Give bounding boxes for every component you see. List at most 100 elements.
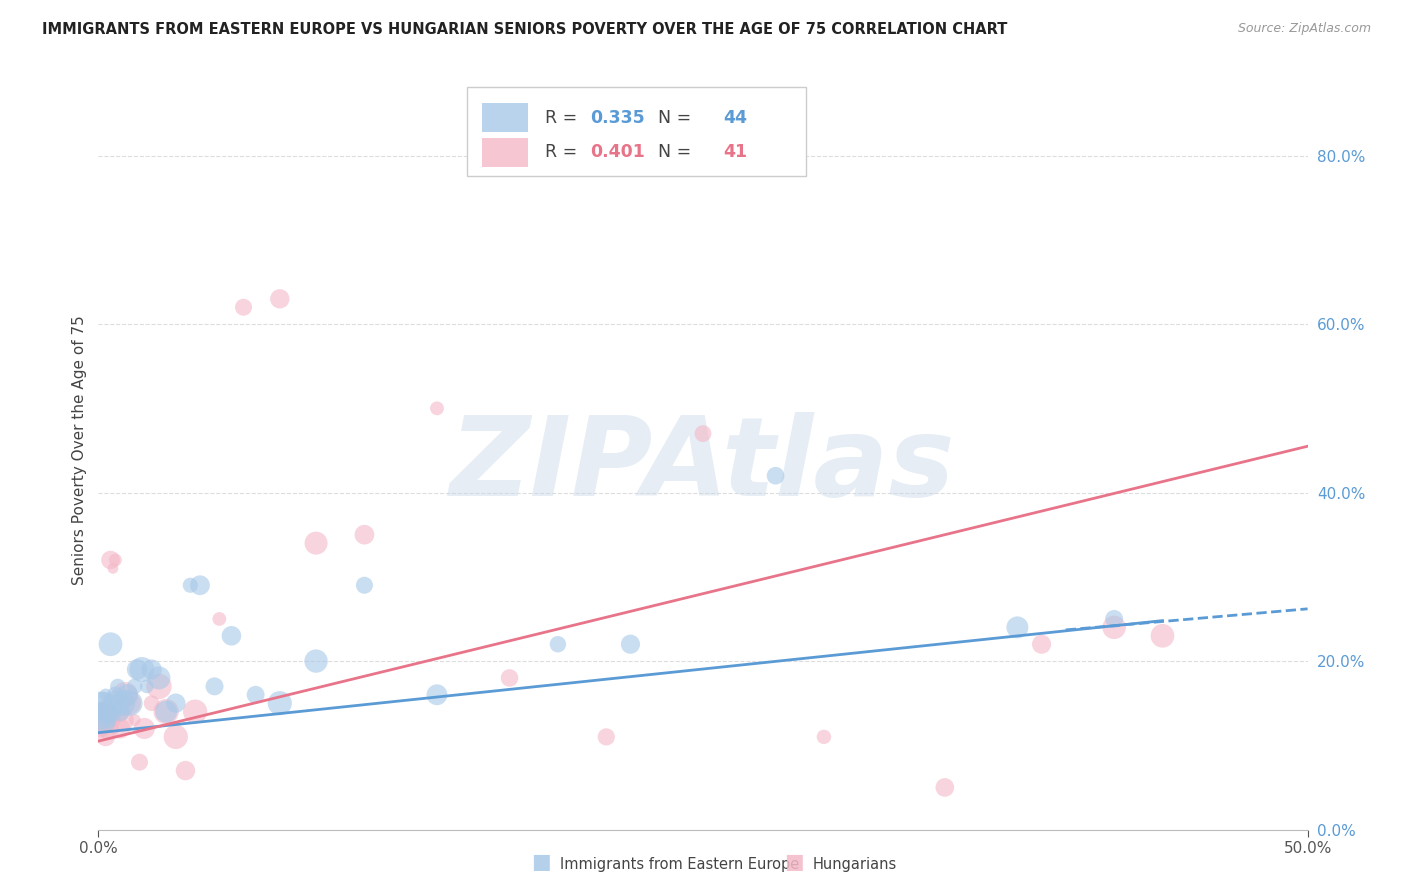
Point [100, 705, 122, 719]
Text: Source: ZipAtlas.com: Source: ZipAtlas.com [1237, 22, 1371, 36]
Text: 44: 44 [724, 109, 748, 127]
Point [498, 671, 520, 685]
Point [1031, 637, 1053, 651]
Point [165, 696, 187, 710]
Point [141, 663, 163, 677]
Point [188, 578, 211, 592]
Point [1102, 620, 1125, 634]
Point [90, 713, 112, 727]
Point [124, 713, 146, 727]
FancyBboxPatch shape [467, 87, 806, 176]
Point [101, 561, 124, 575]
Point [135, 679, 157, 693]
Point [101, 696, 124, 710]
Point [104, 553, 127, 567]
Point [90, 705, 112, 719]
Point [127, 663, 149, 677]
Point [101, 705, 124, 719]
Point [94, 705, 117, 719]
Point [118, 696, 141, 710]
Point [813, 730, 835, 744]
Point [90, 713, 112, 727]
Point [208, 612, 231, 626]
Point [97, 705, 120, 719]
Point [1007, 620, 1029, 634]
Point [111, 713, 134, 727]
Point [1152, 629, 1174, 643]
Point [148, 679, 170, 693]
Point [107, 705, 129, 719]
Point [155, 705, 177, 719]
Point [934, 780, 956, 795]
Point [692, 426, 714, 441]
Point [90, 722, 112, 736]
Text: Immigrants from Eastern Europe: Immigrants from Eastern Europe [560, 857, 799, 872]
Point [174, 764, 197, 778]
Point [100, 553, 122, 567]
Point [353, 527, 375, 541]
Y-axis label: Seniors Poverty Over the Age of 75: Seniors Poverty Over the Age of 75 [72, 316, 87, 585]
Point [97, 713, 120, 727]
Text: 41: 41 [724, 144, 748, 161]
Point [134, 722, 156, 736]
Point [114, 688, 136, 702]
Point [91, 722, 114, 736]
Point [245, 688, 267, 702]
Point [269, 292, 291, 306]
FancyBboxPatch shape [482, 103, 527, 132]
Point [104, 696, 127, 710]
Text: 0.401: 0.401 [591, 144, 645, 161]
Point [547, 637, 569, 651]
Point [94, 730, 117, 744]
Text: ■: ■ [531, 853, 551, 872]
Text: 0.335: 0.335 [591, 109, 645, 127]
Point [165, 730, 187, 744]
Text: ZIPAtlas: ZIPAtlas [450, 412, 956, 519]
Point [90, 705, 112, 719]
Point [91, 713, 114, 727]
Point [426, 688, 449, 702]
Point [94, 705, 117, 719]
Point [148, 671, 170, 685]
Text: R =: R = [544, 109, 582, 127]
Point [305, 536, 328, 550]
Point [765, 468, 787, 483]
Point [128, 755, 150, 769]
Point [117, 688, 139, 702]
Point [131, 663, 153, 677]
Point [1102, 612, 1125, 626]
Point [269, 696, 291, 710]
Point [94, 688, 117, 702]
Point [124, 679, 146, 693]
Point [221, 629, 243, 643]
Point [353, 578, 375, 592]
Text: N =: N = [647, 109, 697, 127]
Text: R =: R = [544, 144, 582, 161]
Text: N =: N = [647, 144, 697, 161]
Point [97, 713, 120, 727]
Point [179, 578, 201, 592]
Point [100, 713, 122, 727]
Point [305, 654, 328, 668]
Point [108, 705, 131, 719]
Point [184, 705, 207, 719]
Point [107, 679, 129, 693]
Point [100, 637, 122, 651]
Text: ■: ■ [785, 853, 804, 872]
Point [104, 688, 127, 702]
Point [232, 300, 254, 314]
Point [91, 696, 114, 710]
Text: Hungarians: Hungarians [813, 857, 897, 872]
Point [155, 705, 177, 719]
FancyBboxPatch shape [482, 138, 527, 167]
Point [118, 696, 141, 710]
Point [91, 713, 114, 727]
Point [114, 688, 136, 702]
Point [595, 730, 617, 744]
Point [90, 696, 112, 710]
Point [91, 705, 114, 719]
Point [111, 696, 134, 710]
Text: IMMIGRANTS FROM EASTERN EUROPE VS HUNGARIAN SENIORS POVERTY OVER THE AGE OF 75 C: IMMIGRANTS FROM EASTERN EUROPE VS HUNGAR… [42, 22, 1008, 37]
Point [619, 637, 641, 651]
Point [141, 696, 163, 710]
